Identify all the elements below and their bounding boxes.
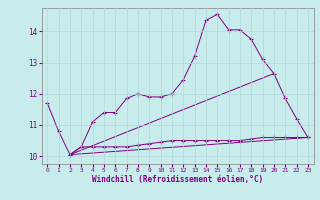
X-axis label: Windchill (Refroidissement éolien,°C): Windchill (Refroidissement éolien,°C)	[92, 175, 263, 184]
